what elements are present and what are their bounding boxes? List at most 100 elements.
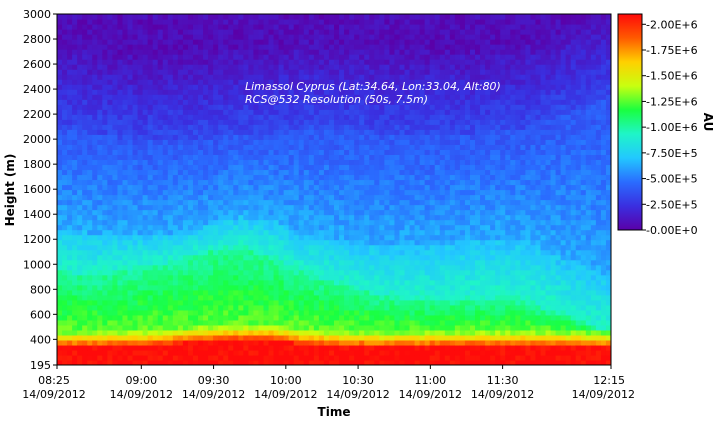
heatmap-cell	[127, 349, 134, 356]
heatmap-cell	[283, 149, 290, 155]
heatmap-cell	[248, 334, 255, 341]
heatmap-cell	[127, 289, 134, 296]
heatmap-cell	[369, 19, 375, 25]
heatmap-cell	[374, 194, 380, 201]
heatmap-cell	[409, 124, 416, 130]
heatmap-cell	[263, 19, 270, 25]
heatmap-cell	[404, 289, 411, 296]
heatmap-cell	[328, 24, 335, 30]
heatmap-cell	[328, 154, 335, 161]
heatmap-cell	[127, 179, 134, 186]
heatmap-cell	[308, 269, 315, 276]
heatmap-cell	[107, 169, 113, 176]
heatmap-cell	[258, 129, 265, 135]
heatmap-cell	[323, 24, 330, 30]
heatmap-cell	[213, 259, 219, 266]
heatmap-cell	[339, 344, 345, 351]
heatmap-cell	[162, 114, 169, 120]
heatmap-cell	[369, 274, 375, 281]
heatmap-cell	[243, 139, 249, 145]
heatmap-cell	[323, 239, 330, 246]
heatmap-cell	[238, 249, 244, 256]
heatmap-cell	[117, 244, 124, 251]
heatmap-cell	[152, 179, 159, 186]
heatmap-cell	[323, 114, 330, 120]
heatmap-cell	[72, 169, 78, 176]
heatmap-cell	[394, 204, 401, 211]
heatmap-cell	[303, 344, 310, 351]
heatmap-cell	[192, 159, 199, 166]
heatmap-cell	[198, 354, 204, 361]
heatmap-cell	[364, 94, 370, 100]
heatmap-cell	[177, 24, 184, 30]
heatmap-cell	[318, 174, 325, 181]
heatmap-cell	[198, 214, 204, 221]
heatmap-cell	[142, 229, 149, 236]
heatmap-cell	[182, 24, 189, 30]
heatmap-cell	[323, 104, 330, 110]
heatmap-cell	[359, 279, 365, 286]
heatmap-cell	[318, 89, 325, 95]
heatmap-cell	[72, 309, 78, 316]
heatmap-cell	[162, 189, 169, 196]
heatmap-cell	[228, 174, 234, 181]
heatmap-cell	[263, 244, 270, 251]
heatmap-cell	[359, 199, 365, 206]
heatmap-cell	[409, 184, 416, 191]
heatmap-cell	[308, 329, 315, 336]
heatmap-cell	[374, 184, 380, 191]
heatmap-cell	[384, 284, 390, 291]
heatmap-cell	[334, 344, 340, 351]
heatmap-cell	[394, 314, 401, 321]
heatmap-cell	[117, 69, 124, 75]
heatmap-cell	[182, 134, 189, 140]
heatmap-cell	[182, 249, 189, 256]
heatmap-cell	[117, 134, 124, 140]
heatmap-cell	[117, 249, 124, 256]
heatmap-cell	[228, 94, 234, 100]
heatmap-cell	[268, 354, 275, 361]
heatmap-cell	[409, 239, 416, 246]
heatmap-cell	[354, 199, 360, 206]
heatmap-cell	[379, 49, 385, 55]
heatmap-cell	[384, 139, 390, 145]
heatmap-cell	[268, 274, 275, 281]
heatmap-cell	[137, 339, 144, 346]
heatmap-cell	[374, 34, 380, 40]
heatmap-cell	[389, 194, 396, 201]
heatmap-cell	[243, 279, 249, 286]
heatmap-cell	[182, 269, 189, 276]
heatmap-cell	[323, 39, 330, 45]
heatmap-cell	[253, 229, 260, 236]
heatmap-cell	[82, 189, 88, 196]
heatmap-cell	[238, 39, 244, 45]
heatmap-cell	[308, 224, 315, 231]
heatmap-cell	[374, 259, 380, 266]
heatmap-cell	[288, 164, 295, 171]
heatmap-cell	[182, 339, 189, 346]
heatmap-cell	[374, 94, 380, 100]
heatmap-cell	[364, 284, 370, 291]
heatmap-cell	[283, 124, 290, 130]
heatmap-cell	[137, 109, 144, 115]
heatmap-cell	[409, 219, 416, 226]
heatmap-cell	[409, 194, 416, 201]
heatmap-cell	[92, 49, 98, 55]
heatmap-cell	[258, 189, 265, 196]
heatmap-cell	[112, 314, 119, 321]
heatmap-cell	[293, 139, 300, 145]
heatmap-cell	[132, 39, 139, 45]
heatmap-cell	[384, 334, 390, 341]
heatmap-cell	[404, 29, 411, 35]
heatmap-cell	[233, 84, 239, 90]
heatmap-cell	[233, 274, 239, 281]
heatmap-cell	[404, 149, 411, 155]
heatmap-cell	[117, 269, 124, 276]
heatmap-cell	[203, 134, 209, 140]
heatmap-cell	[233, 139, 239, 145]
heatmap-cell	[142, 259, 149, 266]
heatmap-cell	[152, 299, 159, 306]
heatmap-cell	[298, 54, 305, 60]
heatmap-cell	[87, 304, 93, 311]
heatmap-cell	[409, 249, 416, 256]
